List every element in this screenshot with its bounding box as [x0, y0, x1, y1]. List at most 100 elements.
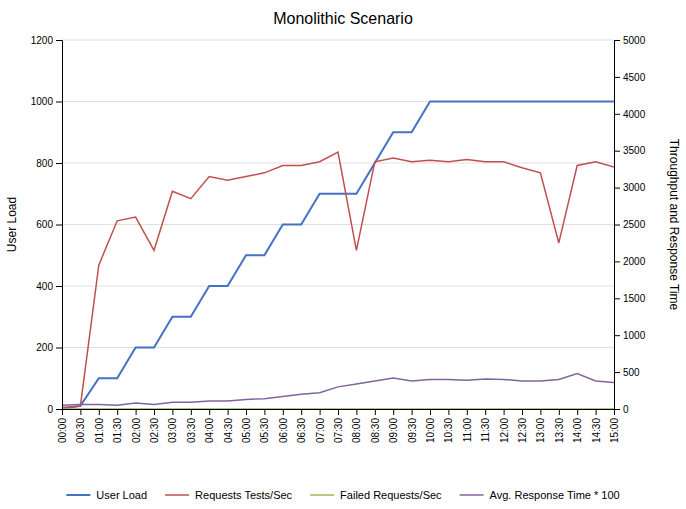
tick-mark	[56, 102, 62, 103]
tick-label: 500	[623, 367, 640, 378]
tick: 0	[47, 404, 62, 415]
legend-swatch	[460, 494, 484, 496]
tick-label: 12:30	[517, 418, 528, 443]
axis-domain	[63, 410, 615, 416]
tick: 1500	[614, 293, 646, 304]
tick: 14:30	[591, 409, 602, 443]
tick-mark	[172, 409, 173, 415]
tick: 07:00	[315, 409, 326, 443]
series-line	[62, 152, 614, 407]
tick-mark	[209, 409, 210, 415]
tick-mark	[56, 409, 62, 410]
tick-label: 01:00	[94, 418, 105, 443]
tick-mark	[191, 409, 192, 415]
tick: 06:30	[296, 409, 307, 443]
tick-label: 1000	[623, 330, 646, 341]
tick-mark	[614, 298, 620, 299]
legend: User LoadRequests Tests/SecFailed Reques…	[66, 489, 619, 501]
tick-mark	[614, 188, 620, 189]
tick-label: 10:00	[425, 418, 436, 443]
tick: 12:30	[517, 409, 528, 443]
tick: 04:00	[204, 409, 215, 443]
tick-mark	[283, 409, 284, 415]
tick-mark	[559, 409, 560, 415]
plot: 0200400600800100012000500100015002000250…	[31, 35, 646, 443]
tick-mark	[448, 409, 449, 415]
tick: 1000	[31, 96, 62, 107]
tick-mark	[320, 409, 321, 415]
tick: 0	[614, 404, 629, 415]
axis-domain	[56, 41, 63, 410]
tick-mark	[228, 409, 229, 415]
axis-domain	[615, 41, 621, 410]
tick-label: 08:00	[351, 418, 362, 443]
tick-label: 03:30	[186, 418, 197, 443]
tick-mark	[596, 409, 597, 415]
tick-mark	[504, 409, 505, 415]
tick-label: 14:30	[591, 418, 602, 443]
legend-item: Avg. Response Time * 100	[460, 489, 620, 501]
tick-label: 00:30	[75, 418, 86, 443]
tick: 13:00	[535, 409, 546, 443]
tick: 4000	[614, 109, 646, 120]
tick: 07:30	[333, 409, 344, 443]
tick-mark	[80, 409, 81, 415]
tick: 03:00	[167, 409, 178, 443]
tick-mark	[467, 409, 468, 415]
tick-mark	[522, 409, 523, 415]
tick-mark	[117, 409, 118, 415]
tick: 03:30	[186, 409, 197, 443]
tick-mark	[246, 409, 247, 415]
tick-label: 1500	[623, 293, 646, 304]
y-axis-title: User Load	[5, 197, 19, 252]
tick-label: 0	[47, 404, 53, 415]
tick-mark	[430, 409, 431, 415]
tick-label: 00:00	[57, 418, 68, 443]
tick-label: 03:00	[167, 418, 178, 443]
tick: 05:00	[241, 409, 252, 443]
tick-mark	[614, 40, 620, 41]
tick-mark	[56, 225, 62, 226]
tick: 15:00	[609, 409, 620, 443]
tick-label: 02:30	[149, 418, 160, 443]
tick-mark	[614, 225, 620, 226]
tick: 00:30	[75, 409, 86, 443]
tick-mark	[412, 409, 413, 415]
tick: 12:00	[499, 409, 510, 443]
y-axis: 020040060080010001200	[31, 35, 63, 415]
tick-label: 1200	[31, 35, 54, 46]
tick: 08:00	[351, 409, 362, 443]
tick: 3500	[614, 145, 646, 156]
tick-label: 12:00	[499, 418, 510, 443]
tick: 01:00	[94, 409, 105, 443]
tick: 01:30	[112, 409, 123, 443]
tick-mark	[614, 261, 620, 262]
tick-label: 1000	[31, 96, 54, 107]
tick-mark	[577, 409, 578, 415]
legend-label: Avg. Response Time * 100	[490, 489, 620, 501]
tick: 3000	[614, 182, 646, 193]
legend-item: User Load	[66, 489, 147, 501]
tick: 00:00	[57, 409, 68, 443]
tick-label: 01:30	[112, 418, 123, 443]
x-axis: 00:0000:3001:0001:3002:0002:3003:0003:30…	[57, 409, 620, 443]
grid-line	[62, 163, 614, 164]
tick-label: 09:00	[388, 418, 399, 443]
legend-label: User Load	[96, 489, 147, 501]
tick-label: 10:30	[443, 418, 454, 443]
tick-label: 4500	[623, 72, 646, 83]
tick-label: 400	[36, 281, 53, 292]
tick-mark	[485, 409, 486, 415]
grid-line	[62, 224, 614, 225]
tick: 06:00	[278, 409, 289, 443]
tick: 13:30	[554, 409, 565, 443]
tick-mark	[614, 151, 620, 152]
tick-mark	[338, 409, 339, 415]
tick-mark	[99, 409, 100, 415]
tick-label: 600	[36, 219, 53, 230]
tick: 02:30	[149, 409, 160, 443]
tick-label: 09:30	[407, 418, 418, 443]
tick: 10:00	[425, 409, 436, 443]
tick-label: 800	[36, 158, 53, 169]
series-line	[62, 374, 614, 406]
